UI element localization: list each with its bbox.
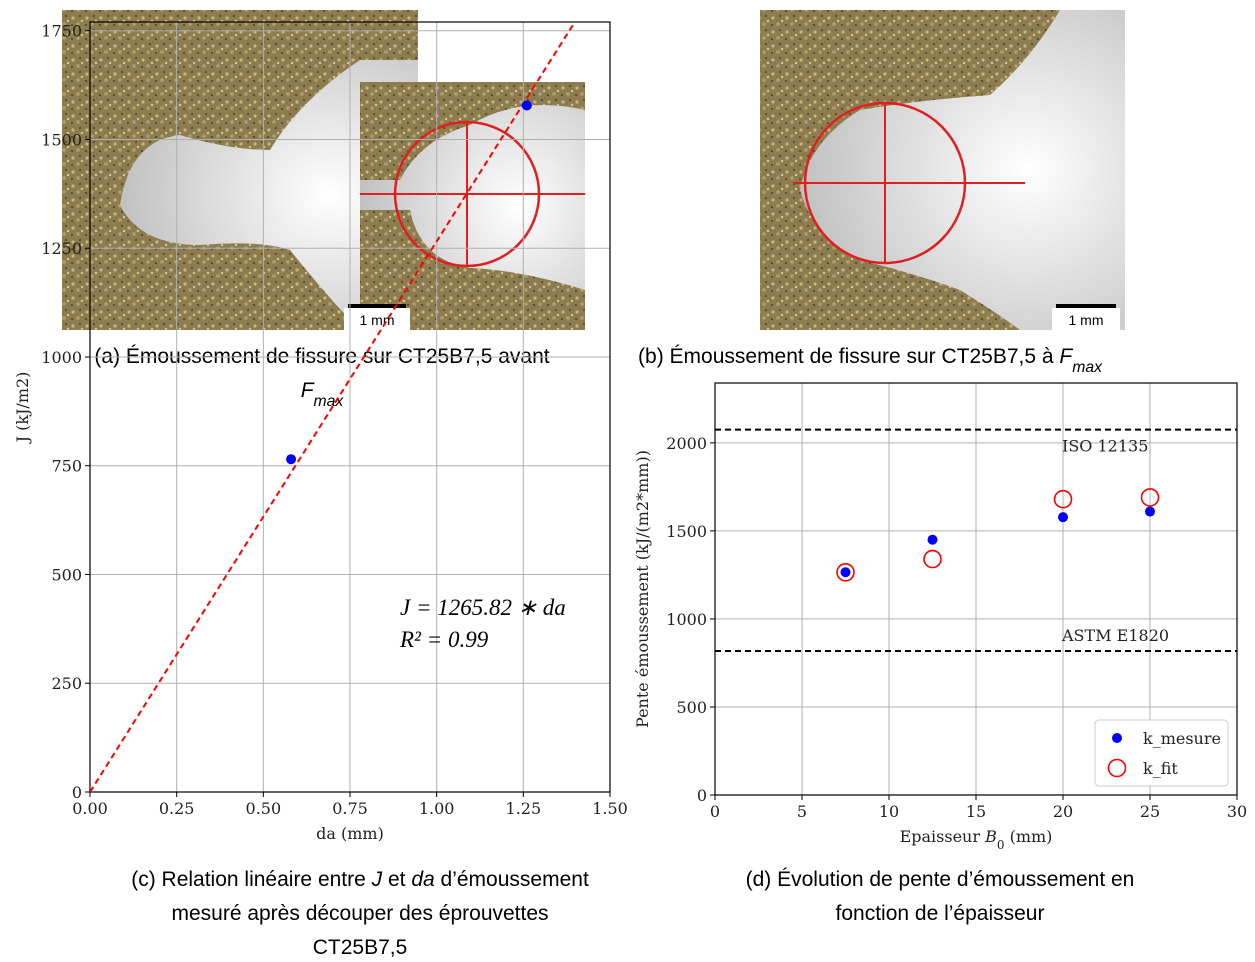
point (927, 534, 938, 545)
caption-part: d’émoussement (435, 868, 589, 891)
caption-part: (b) Émoussement de fissure sur CT25B7,5 … (638, 345, 1059, 368)
x-tick-label: 1.50 (592, 799, 628, 818)
plot-frame (714, 382, 1238, 796)
x-tick-label: 10 (879, 802, 899, 821)
caption: Fmax (301, 379, 345, 410)
point (521, 100, 532, 111)
x-axis-label-part: 0 (997, 838, 1005, 852)
y-axis-label: Pente émoussement (kJ/(m2*mm)) (633, 450, 652, 728)
point (1053, 489, 1073, 509)
caption-part: max (314, 393, 345, 410)
x-tick-label: 1.25 (506, 799, 542, 818)
y-tick-label: 1000 (41, 348, 82, 367)
scale-label: 1 mm (360, 312, 395, 328)
point (286, 454, 297, 465)
scale-label: 1 mm (1069, 312, 1104, 328)
y-tick-label: 2000 (666, 434, 707, 453)
point (836, 562, 855, 582)
caption-part: max (1072, 359, 1103, 376)
legend-label: k_fit (1143, 759, 1178, 778)
caption-part: mesuré après découper des éprouvettes (171, 902, 548, 925)
x-tick-label: 0.50 (246, 799, 282, 818)
y-tick-label: 500 (51, 565, 82, 584)
caption: fonction de l’épaisseur (836, 902, 1045, 925)
y-tick-label: 1500 (666, 522, 707, 541)
y-tick-label: 0 (697, 786, 707, 805)
caption-part: fonction de l’épaisseur (836, 902, 1045, 925)
caption: mesuré après découper des éprouvettes (171, 902, 548, 925)
point (1145, 506, 1155, 517)
caption-part: (c) Relation linéaire entre (131, 868, 371, 891)
caption-part: (d) Évolution de pente d’émoussement en (746, 868, 1135, 891)
y-tick-label: 500 (676, 698, 707, 717)
caption: CT25B7,5 (313, 936, 408, 959)
y-axis-label-part: J (kJ/m2) (13, 372, 32, 445)
legend-box (1094, 719, 1229, 787)
annotation: J = 1265.82 ∗ da (400, 595, 566, 620)
legend-label: k_mesure (1143, 729, 1221, 748)
y-tick-label: 0 (72, 783, 82, 802)
y-tick-label: 1000 (666, 610, 707, 629)
y-axis-label-part: Pente émoussement (kJ/(m2*mm)) (633, 450, 652, 728)
point (923, 549, 942, 569)
x-axis-label-part: B (984, 827, 997, 846)
caption-part: F (1059, 345, 1073, 368)
photo-a: 1 mm (62, 10, 585, 330)
x-tick-label: 30 (1227, 802, 1247, 821)
annotation: R² = 0.99 (399, 627, 489, 652)
caption: (b) Émoussement de fissure sur CT25B7,5 … (638, 345, 1103, 376)
x-tick-label: 0.75 (332, 799, 368, 818)
reference-label: ASTM E1820 (1061, 626, 1169, 645)
y-tick-label: 750 (51, 457, 82, 476)
y-tick-label: 1500 (41, 130, 82, 149)
x-tick-label: 5 (797, 802, 807, 821)
x-tick-label: 0 (710, 802, 720, 821)
caption-part: da (411, 868, 434, 891)
caption: (c) Relation linéaire entre J et da d’ém… (131, 868, 589, 891)
reference-label: ISO 12135 (1062, 437, 1148, 456)
x-tick-label: 1.00 (419, 799, 455, 818)
x-axis-label-part: da (mm) (316, 824, 384, 843)
point (1140, 488, 1160, 507)
y-tick-label: 1750 (41, 22, 82, 41)
plot-frame (89, 21, 611, 793)
caption: (d) Évolution de pente d’émoussement en (746, 868, 1135, 891)
caption-part: F (301, 379, 315, 402)
x-tick-label: 0.00 (72, 799, 108, 818)
caption-part: J (371, 868, 383, 891)
y-tick-label: 250 (51, 674, 82, 693)
x-tick-label: 15 (966, 802, 986, 821)
x-axis-label-part: (mm) (1005, 827, 1053, 846)
point (1058, 512, 1068, 523)
caption-part: et (382, 868, 411, 891)
x-axis-label-part: Epaisseur (900, 827, 986, 846)
x-tick-label: 0.25 (159, 799, 195, 818)
photo-b: 1 mm (760, 10, 1125, 330)
x-axis-label: da (mm) (316, 824, 384, 843)
y-tick-label: 1250 (41, 239, 82, 258)
x-tick-label: 25 (1140, 802, 1160, 821)
legend-marker (1107, 758, 1127, 778)
x-axis-label: Epaisseur B0 (mm) (900, 827, 1053, 852)
point (840, 567, 851, 578)
y-axis-label: J (kJ/m2) (13, 372, 32, 445)
legend-marker (1112, 733, 1122, 743)
x-tick-label: 20 (1053, 802, 1073, 821)
caption-part: CT25B7,5 (313, 936, 408, 959)
